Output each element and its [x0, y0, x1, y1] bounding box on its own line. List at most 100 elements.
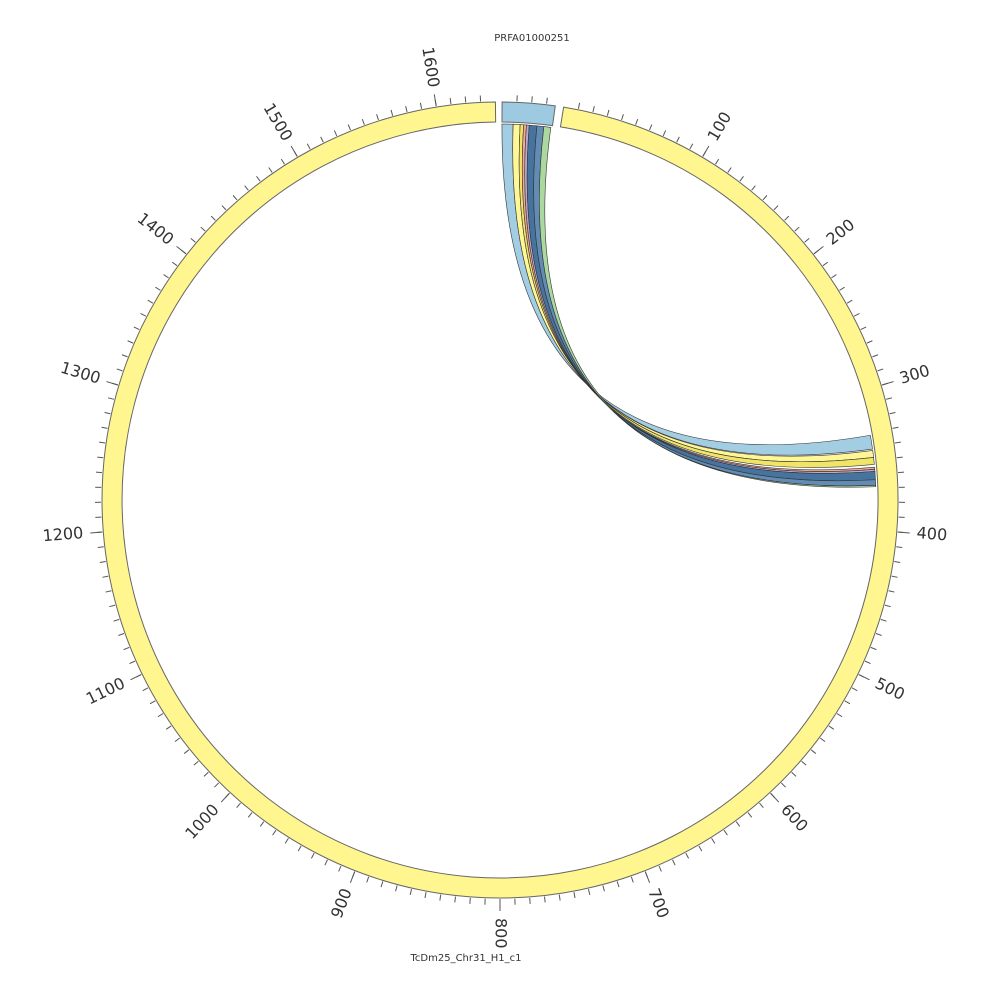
- minor-tick: [715, 158, 720, 165]
- minor-tick: [210, 215, 216, 221]
- minor-tick: [272, 829, 277, 836]
- minor-tick: [851, 687, 858, 692]
- minor-tick: [163, 274, 169, 279]
- minor-tick: [203, 771, 209, 777]
- minor-tick: [747, 812, 753, 818]
- minor-tick: [221, 205, 227, 211]
- minor-tick: [888, 590, 895, 593]
- minor-tick: [875, 633, 882, 636]
- minor-tick: [791, 771, 797, 777]
- tick-label: 800: [492, 918, 511, 949]
- minor-tick: [801, 760, 807, 766]
- minor-tick: [860, 326, 867, 330]
- minor-tick: [149, 700, 156, 705]
- minor-tick: [101, 426, 108, 429]
- minor-tick: [464, 96, 467, 103]
- minor-tick: [310, 852, 315, 859]
- minor-tick: [409, 888, 413, 896]
- major-tick: [130, 674, 142, 681]
- tick-label: 1000: [181, 800, 223, 843]
- minor-tick: [759, 802, 764, 808]
- minor-tick: [297, 845, 302, 852]
- minor-tick: [155, 286, 161, 291]
- minor-tick: [306, 143, 311, 150]
- minor-tick: [836, 713, 843, 718]
- segment-label: TcDm25_Chr31_H1_c1: [410, 953, 522, 964]
- minor-tick: [762, 195, 768, 201]
- minor-tick: [573, 892, 576, 899]
- tick-label: 900: [327, 885, 356, 920]
- tick-label: 1100: [83, 673, 128, 708]
- minor-tick: [892, 426, 899, 429]
- minor-tick: [123, 646, 130, 651]
- minor-tick: [280, 158, 285, 165]
- major-tick: [770, 792, 780, 803]
- minor-tick: [174, 737, 181, 743]
- minor-tick: [165, 725, 172, 730]
- minor-tick: [395, 885, 398, 892]
- tick-label: 1200: [42, 523, 84, 545]
- major-tick: [881, 381, 894, 386]
- minor-tick: [870, 646, 877, 651]
- minor-tick: [635, 118, 639, 125]
- tick-label: 300: [897, 361, 932, 388]
- minor-tick: [380, 881, 384, 888]
- minor-tick: [376, 114, 379, 121]
- minor-tick: [121, 354, 128, 358]
- minor-tick: [142, 687, 149, 692]
- minor-tick: [97, 456, 104, 459]
- minor-tick: [232, 195, 238, 201]
- minor-tick: [193, 760, 199, 766]
- minor-tick: [866, 340, 873, 344]
- major-tick: [702, 145, 710, 157]
- minor-tick: [544, 896, 546, 903]
- minor-tick: [97, 546, 104, 548]
- minor-tick: [338, 865, 342, 872]
- minor-tick: [822, 261, 829, 267]
- minor-tick: [157, 713, 164, 718]
- minor-tick: [676, 136, 680, 143]
- minor-tick: [819, 737, 826, 743]
- minor-tick: [662, 130, 667, 137]
- minor-tick: [658, 865, 662, 872]
- minor-tick: [99, 441, 106, 444]
- minor-tick: [214, 782, 220, 788]
- segment-label: PRFA01000251: [494, 33, 570, 44]
- minor-tick: [685, 852, 690, 859]
- minor-tick: [361, 118, 365, 125]
- minor-tick: [846, 299, 853, 304]
- minor-tick: [894, 561, 901, 563]
- segment: [101, 101, 899, 899]
- minor-tick: [602, 885, 605, 892]
- minor-tick: [558, 894, 561, 901]
- minor-tick: [256, 176, 261, 182]
- minor-tick: [190, 238, 196, 243]
- minor-tick: [333, 130, 338, 137]
- minor-tick: [723, 829, 728, 836]
- minor-tick: [831, 274, 837, 279]
- minor-tick: [839, 286, 845, 291]
- minor-tick: [739, 176, 744, 182]
- minor-tick: [419, 102, 423, 109]
- ribbon: [539, 126, 877, 488]
- minor-tick: [424, 892, 427, 899]
- minor-tick: [616, 881, 620, 888]
- minor-tick: [284, 838, 289, 844]
- minor-tick: [200, 226, 206, 232]
- minor-tick: [247, 812, 253, 818]
- major-tick: [433, 94, 437, 107]
- minor-tick: [390, 109, 394, 116]
- minor-tick: [773, 205, 779, 211]
- minor-tick: [405, 106, 408, 113]
- minor-tick: [104, 411, 111, 415]
- minor-tick: [698, 845, 703, 852]
- minor-tick: [449, 98, 452, 105]
- minor-tick: [105, 590, 112, 593]
- major-tick: [220, 792, 230, 803]
- minor-tick: [727, 167, 732, 173]
- minor-tick: [689, 143, 694, 150]
- minor-tick: [844, 700, 851, 705]
- minor-tick: [324, 859, 328, 866]
